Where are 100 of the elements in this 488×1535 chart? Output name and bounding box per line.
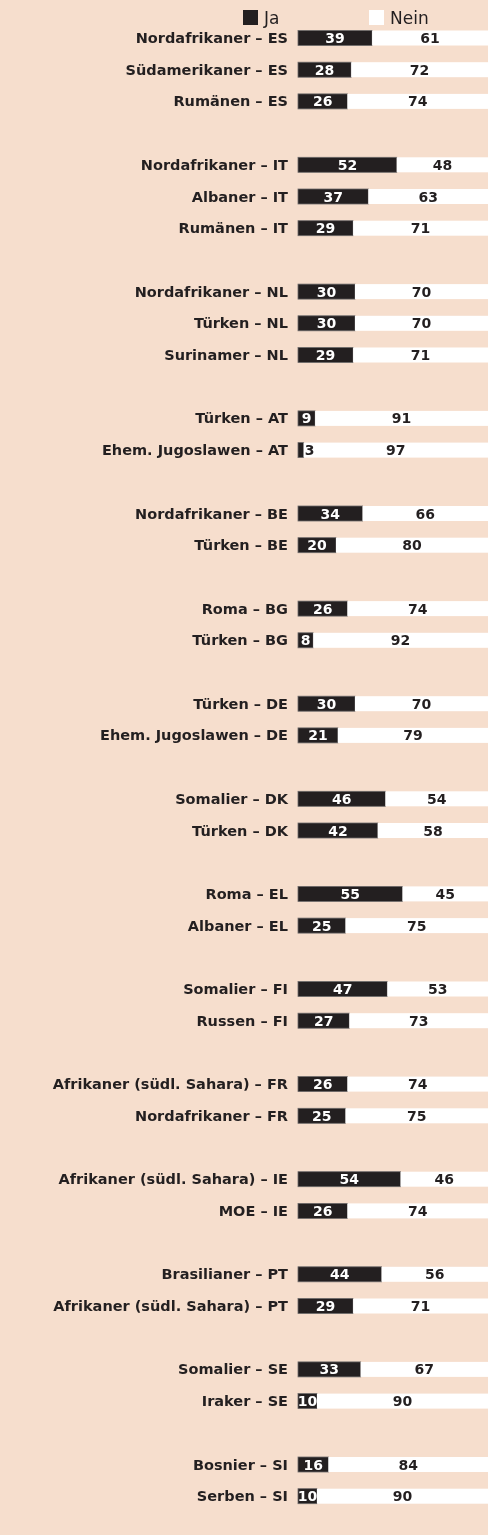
bar — [297, 93, 348, 110]
data-label: 29 — [315, 1298, 336, 1314]
data-label: 74 — [407, 93, 428, 110]
bar — [297, 156, 398, 173]
data-label: 58 — [423, 822, 443, 839]
y-tick-label: Somalier – DK — [175, 790, 289, 807]
data-label: 30 — [316, 695, 337, 712]
y-tick-label: Türken – AT — [195, 410, 289, 427]
data-label: 44 — [330, 1266, 350, 1283]
bar — [353, 220, 488, 236]
bar — [360, 1361, 488, 1377]
y-tick-label: Türken – DK — [191, 822, 289, 839]
y-tick-label: Ehem. Jugoslawen – AT — [101, 442, 289, 459]
bar — [355, 284, 488, 300]
data-label: 46 — [434, 1171, 455, 1188]
data-label: 74 — [407, 1076, 428, 1093]
y-tick-label: Nordafrikaner – IT — [140, 156, 289, 173]
data-label: 30 — [316, 315, 337, 332]
data-label: 90 — [392, 1393, 413, 1410]
data-label: 25 — [312, 1107, 332, 1124]
data-label: 26 — [312, 600, 333, 617]
data-label: 52 — [337, 156, 358, 173]
bar — [355, 696, 488, 712]
bar — [297, 886, 403, 902]
bar — [297, 188, 369, 205]
bar — [345, 918, 488, 934]
y-tick-label: Ehem. Jugoslawen – DE — [99, 727, 288, 744]
y-tick-label: MOE – IE — [218, 1202, 288, 1219]
data-label: 63 — [418, 188, 438, 205]
data-label: 20 — [307, 537, 327, 554]
bar — [345, 1108, 488, 1124]
bar — [372, 30, 488, 46]
data-label: 16 — [303, 1456, 323, 1473]
data-label: 28 — [314, 61, 335, 78]
bar — [297, 283, 356, 300]
data-label: 71 — [410, 1298, 431, 1314]
bar — [351, 62, 488, 78]
bar — [337, 727, 488, 743]
legend-label: Ja — [263, 8, 280, 28]
y-tick-label: Türken – BE — [194, 537, 288, 554]
data-label: 10 — [297, 1393, 318, 1410]
bar — [297, 981, 388, 997]
legend-label: Nein — [390, 8, 429, 28]
data-label: 71 — [410, 220, 431, 237]
bar — [297, 727, 339, 744]
data-label: 34 — [320, 505, 341, 522]
data-label: 9 — [301, 410, 312, 427]
y-tick-label: Afrikaner (südl. Sahara) – PT — [53, 1298, 289, 1314]
y-tick-label: Albaner – EL — [187, 917, 288, 934]
bar — [317, 1393, 488, 1409]
y-tick-label: Brasilianer – PT — [161, 1266, 289, 1283]
data-label: 8 — [300, 632, 311, 649]
bar — [328, 1457, 488, 1472]
data-label: 61 — [420, 30, 440, 46]
data-label: 48 — [432, 156, 453, 173]
bar — [313, 632, 488, 648]
data-label: 29 — [315, 347, 336, 363]
data-label: 53 — [427, 981, 448, 997]
data-label: 26 — [312, 93, 333, 110]
data-label: 91 — [391, 410, 412, 427]
data-label: 39 — [325, 30, 345, 46]
data-label: 67 — [414, 1361, 435, 1378]
y-tick-label: Afrikaner (südl. Sahara) – FR — [52, 1076, 288, 1093]
data-label: 33 — [319, 1361, 340, 1378]
data-label: 45 — [435, 885, 455, 902]
bar — [297, 30, 373, 46]
y-tick-label: Iraker – SE — [201, 1393, 288, 1410]
bar — [347, 601, 488, 617]
data-label: 29 — [315, 220, 336, 237]
data-label: 90 — [392, 1488, 413, 1505]
bar — [362, 506, 488, 521]
bar — [355, 315, 488, 331]
y-tick-label: Nordafrikaner – NL — [134, 283, 288, 300]
data-label: 84 — [398, 1456, 419, 1473]
data-label: 3 — [304, 442, 315, 459]
data-label: 75 — [407, 1107, 427, 1124]
data-label: 71 — [410, 347, 431, 363]
y-tick-label: Rumänen – ES — [173, 93, 288, 110]
bar — [353, 1298, 488, 1314]
bar — [385, 791, 488, 807]
data-label: 75 — [407, 917, 427, 934]
y-tick-label: Somalier – SE — [178, 1361, 288, 1378]
bar — [387, 981, 488, 997]
y-tick-label: Nordafrikaner – FR — [135, 1107, 288, 1124]
data-label: 56 — [425, 1266, 445, 1283]
y-tick-label: Türken – DE — [193, 695, 288, 712]
y-tick-label: Afrikaner (südl. Sahara) – IE — [58, 1171, 288, 1188]
data-label: 80 — [402, 537, 422, 554]
y-tick-label: Nordafrikaner – ES — [135, 30, 288, 46]
data-label: 70 — [411, 315, 432, 332]
data-label: 47 — [332, 981, 353, 997]
y-tick-label: Somalier – FI — [183, 981, 288, 997]
bar — [377, 823, 488, 838]
data-label: 70 — [411, 695, 432, 712]
bar — [381, 1266, 488, 1282]
data-label: 74 — [407, 1202, 428, 1219]
data-label: 46 — [331, 790, 352, 807]
bar — [297, 505, 363, 522]
bar — [353, 347, 488, 363]
y-tick-label: Serben – SI — [196, 1488, 288, 1505]
